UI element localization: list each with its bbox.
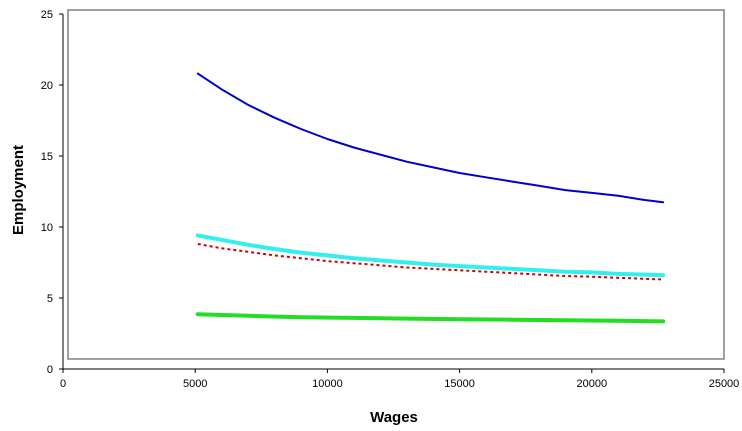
x-tick-label: 10000 [312, 378, 343, 390]
y-tick-label: 0 [47, 364, 53, 376]
x-ticks: 0 5000 10000 15000 20000 25000 [60, 369, 739, 390]
y-tick-label: 25 [41, 9, 53, 21]
x-tick-label: 0 [60, 378, 66, 390]
y-axis-title: Employment [10, 145, 27, 235]
x-tick-label: 5000 [183, 378, 207, 390]
y-tick-label: 5 [47, 293, 53, 305]
y-tick-label: 15 [41, 151, 53, 163]
x-axis-title: Wages [370, 409, 418, 426]
series-line-4 [195, 312, 666, 324]
x-tick-label: 15000 [444, 378, 475, 390]
y-tick-label: 20 [41, 80, 53, 92]
y-ticks: 0 5 10 15 20 25 [41, 9, 63, 376]
x-tick-label: 20000 [577, 378, 608, 390]
y-tick-label: 10 [41, 222, 53, 234]
series-line-2 [195, 233, 666, 278]
series-line-3 [197, 243, 664, 281]
x-tick-label: 25000 [709, 378, 740, 390]
plot-area [67, 9, 725, 360]
series-line-1 [196, 72, 665, 204]
series-layer [195, 72, 666, 324]
